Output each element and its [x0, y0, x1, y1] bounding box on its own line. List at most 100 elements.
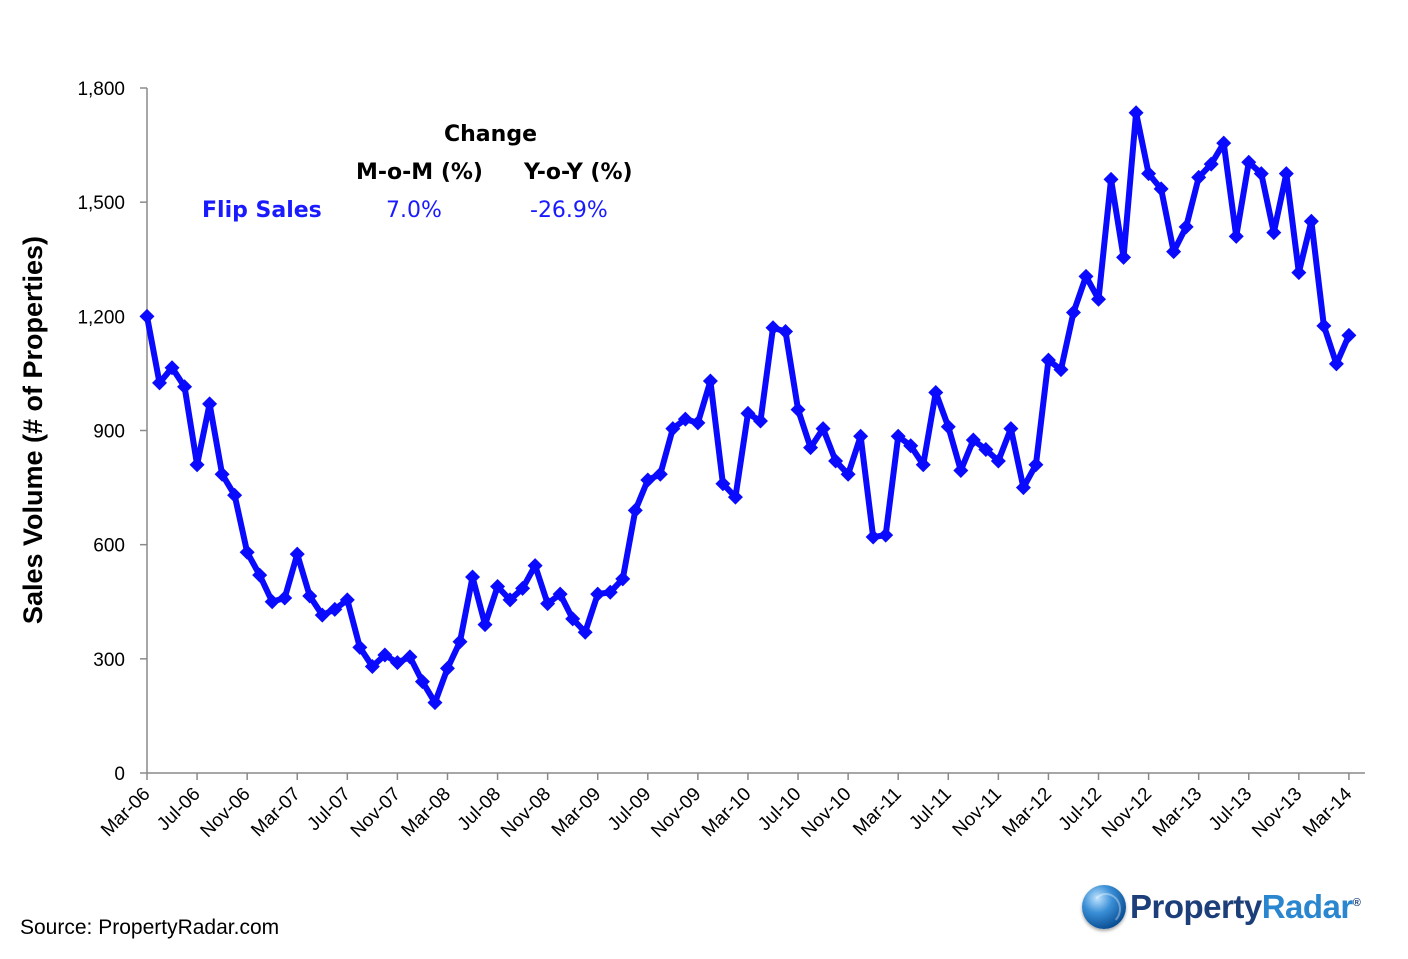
logo-wordmark: PropertyRadar® — [1130, 888, 1361, 926]
data-point-marker — [1203, 156, 1219, 172]
data-point-marker — [289, 546, 305, 562]
data-point-marker — [377, 647, 393, 663]
data-point-marker — [903, 438, 919, 454]
data-point-marker — [727, 489, 743, 505]
data-point-marker — [1241, 154, 1257, 170]
data-point-marker — [364, 658, 380, 674]
x-tick-label: Mar-10 — [698, 784, 755, 841]
data-point-marker — [1128, 105, 1144, 121]
x-tick-label: Nov-08 — [497, 784, 555, 842]
y-tick-label: 900 — [93, 422, 125, 443]
data-point-marker — [1028, 457, 1044, 473]
data-point-marker — [978, 442, 994, 458]
data-point-marker — [1253, 166, 1269, 182]
data-point-marker — [765, 320, 781, 336]
data-point-marker — [477, 617, 493, 633]
data-point-marker — [227, 487, 243, 503]
change-table-title: Change — [444, 122, 537, 147]
data-point-marker — [202, 396, 218, 412]
y-tick-label: 600 — [93, 536, 125, 557]
x-tick-label: Mar-13 — [1149, 784, 1206, 841]
data-point-marker — [1178, 219, 1194, 235]
data-point-marker — [139, 308, 155, 324]
data-point-marker — [1065, 305, 1081, 321]
data-point-marker — [577, 624, 593, 640]
data-point-marker — [1040, 352, 1056, 368]
data-point-marker — [953, 462, 969, 478]
data-point-marker — [1341, 327, 1357, 343]
y-axis-ticks: 0 300 600 900 1,200 1,500 1,800 — [77, 79, 147, 785]
data-point-marker — [1103, 171, 1119, 187]
data-point-marker — [740, 405, 756, 421]
data-point-marker — [853, 428, 869, 444]
data-point-marker — [590, 586, 606, 602]
data-point-marker — [1328, 356, 1344, 372]
data-point-marker — [640, 472, 656, 488]
data-point-marker — [803, 440, 819, 456]
data-point-marker — [702, 373, 718, 389]
data-point-marker — [252, 567, 268, 583]
data-point-marker — [1153, 181, 1169, 197]
data-point-marker — [665, 421, 681, 437]
data-point-marker — [1291, 265, 1307, 281]
data-point-marker — [1166, 244, 1182, 260]
data-point-marker — [352, 639, 368, 655]
data-point-marker — [928, 384, 944, 400]
data-point-marker — [1191, 169, 1207, 185]
data-point-marker — [552, 586, 568, 602]
data-point-marker — [715, 476, 731, 492]
data-point-marker — [828, 453, 844, 469]
data-point-marker — [915, 457, 931, 473]
data-point-marker — [865, 529, 881, 545]
y-tick-label: 0 — [114, 764, 125, 785]
globe-icon — [1082, 885, 1126, 929]
data-point-marker — [677, 411, 693, 427]
change-table-mom-value: 7.0% — [386, 198, 442, 223]
data-point-marker — [1303, 213, 1319, 229]
x-tick-label: Nov-09 — [647, 784, 705, 842]
y-tick-label: 1,200 — [77, 307, 125, 328]
data-point-marker — [327, 601, 343, 617]
data-point-marker — [1053, 362, 1069, 378]
data-point-marker — [339, 592, 355, 608]
logo-word-radar: Radar — [1261, 888, 1354, 925]
data-point-marker — [214, 466, 230, 482]
change-table-row-label: Flip Sales — [202, 198, 322, 223]
x-tick-label: Nov-11 — [949, 784, 1006, 841]
data-point-marker — [565, 611, 581, 627]
data-point-marker — [239, 544, 255, 560]
data-point-marker — [515, 580, 531, 596]
data-point-marker — [1216, 135, 1232, 151]
y-tick-label: 300 — [93, 650, 125, 671]
y-tick-label: 1,500 — [77, 193, 125, 214]
data-point-marker — [840, 466, 856, 482]
data-point-marker — [1278, 166, 1294, 182]
data-point-marker — [690, 415, 706, 431]
source-note: Source: PropertyRadar.com — [20, 916, 280, 939]
data-point-marker — [502, 592, 518, 608]
logo-word-property: Property — [1130, 888, 1262, 925]
series-flip-sales — [139, 105, 1357, 711]
data-point-marker — [264, 594, 280, 610]
x-tick-label: Mar-07 — [247, 784, 304, 841]
data-point-marker — [652, 466, 668, 482]
data-point-marker — [890, 428, 906, 444]
data-point-marker — [815, 421, 831, 437]
data-point-marker — [177, 379, 193, 395]
propertyradar-logo: PropertyRadar® — [1082, 882, 1361, 932]
y-tick-label: 1,800 — [77, 79, 125, 100]
y-axis-title: Sales Volume (# of Properties) — [18, 236, 48, 624]
x-tick-label: Mar-12 — [999, 784, 1056, 841]
data-point-marker — [389, 655, 405, 671]
data-point-marker — [414, 674, 430, 690]
data-point-marker — [990, 453, 1006, 469]
data-point-marker — [1228, 228, 1244, 244]
data-point-marker — [878, 527, 894, 543]
data-point-marker — [302, 588, 318, 604]
x-tick-label: Nov-06 — [197, 784, 255, 842]
data-point-marker — [540, 596, 556, 612]
chart-axes — [146, 88, 1365, 774]
data-point-marker — [627, 502, 643, 518]
data-point-marker — [1316, 318, 1332, 334]
data-point-marker — [452, 634, 468, 650]
